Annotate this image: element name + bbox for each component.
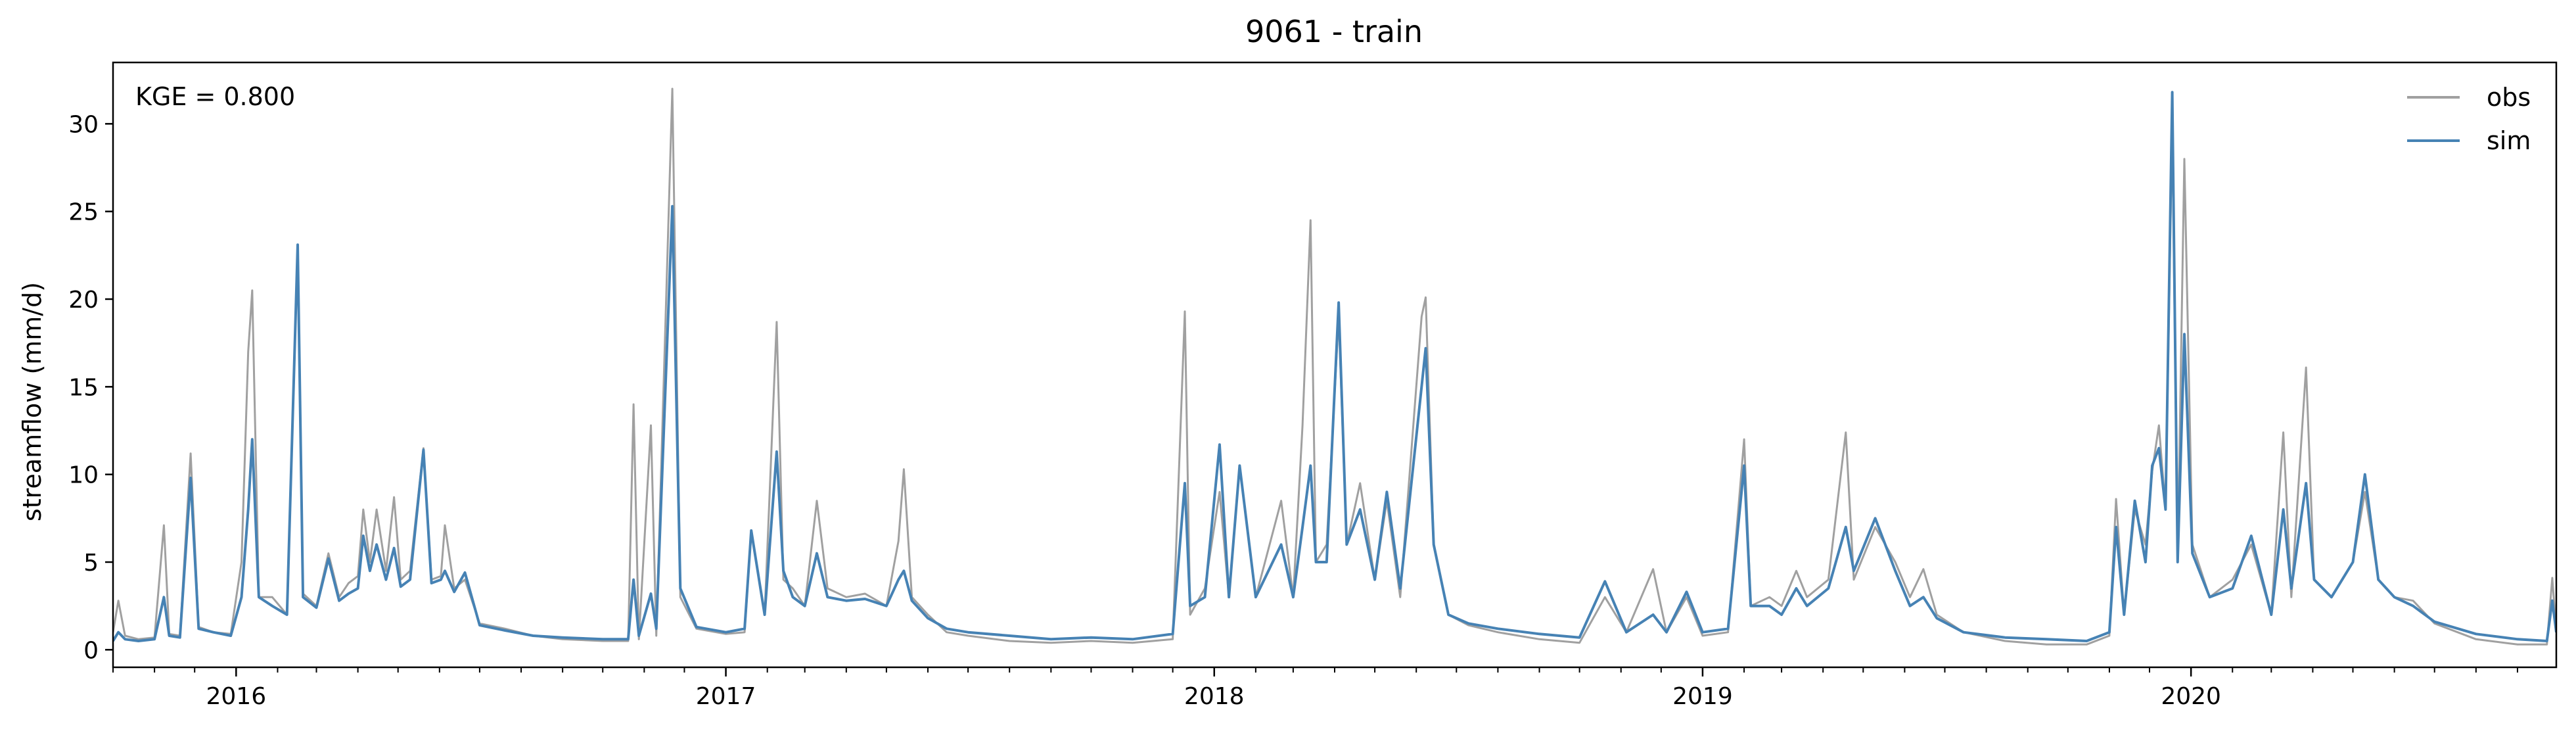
y-tick-label: 25 (68, 199, 99, 226)
series-layer (113, 87, 2556, 646)
x-tick-label: 2020 (2161, 683, 2221, 710)
kge-annotation: KGE = 0.800 (135, 82, 295, 111)
legend-label-sim: sim (2487, 126, 2531, 155)
legend: obs sim (2407, 83, 2531, 155)
x-axis: 2016 2017 2018 2019 2020 (112, 667, 2518, 710)
y-axis: 0 5 10 15 20 25 30 (68, 111, 113, 664)
y-tick-label: 0 (83, 637, 99, 664)
y-tick-label: 20 (68, 287, 99, 314)
y-tick-label: 10 (68, 462, 99, 489)
y-tick-label: 30 (68, 111, 99, 138)
y-tick-label: 5 (83, 550, 99, 577)
x-tick-label: 2018 (1184, 683, 1245, 710)
y-axis-label: streamflow (mm/d) (18, 282, 47, 521)
x-tick-label: 2017 (696, 683, 756, 710)
x-tick-label: 2016 (206, 683, 267, 710)
x-tick-label: 2019 (1672, 683, 1733, 710)
y-tick-label: 15 (68, 374, 99, 401)
legend-label-obs: obs (2487, 83, 2531, 112)
series-line-sim (113, 91, 2556, 642)
chart-title: 9061 - train (1245, 14, 1423, 49)
plot-frame (112, 61, 2558, 669)
